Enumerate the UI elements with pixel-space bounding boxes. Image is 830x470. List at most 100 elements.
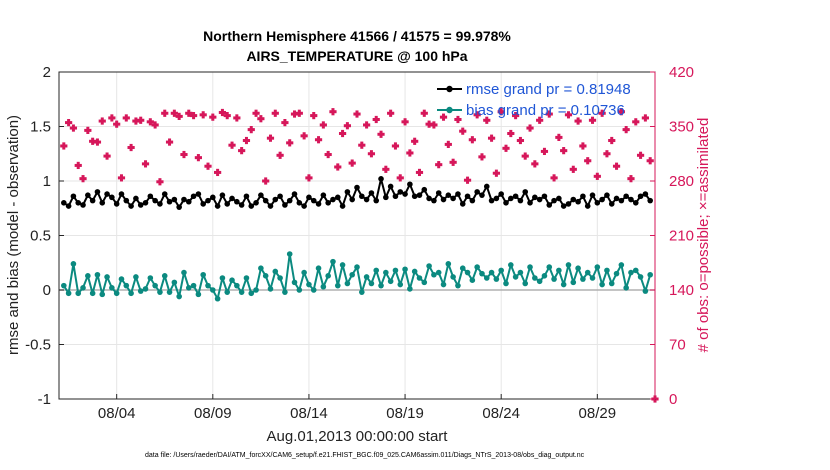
rmse-point: [306, 194, 312, 201]
bias-point: [65, 290, 72, 297]
bias-point: [402, 266, 408, 273]
obs-marker-v: [288, 139, 292, 147]
rmse-point: [469, 197, 476, 204]
obs-marker-v: [624, 126, 628, 134]
bias-point: [339, 262, 346, 268]
rmse-point: [618, 197, 625, 204]
obs-marker: [300, 132, 308, 140]
obs-marker-v: [398, 174, 402, 182]
obs-marker: [252, 109, 260, 117]
obs-marker: [646, 157, 654, 165]
obs-marker-v: [427, 120, 431, 128]
obs-marker-v: [172, 109, 176, 117]
bias-point: [176, 293, 182, 300]
obs-marker-v: [480, 153, 484, 161]
rmse-point: [580, 193, 586, 200]
rmse-point: [157, 201, 163, 207]
rmse-point: [200, 201, 206, 207]
obs-marker-v: [81, 175, 85, 183]
bias-point: [291, 279, 298, 286]
rmse-point: [65, 203, 72, 209]
obs-marker-v: [422, 109, 426, 117]
bias-point: [85, 273, 91, 279]
obs-marker: [569, 165, 577, 173]
obs-marker: [454, 115, 462, 124]
bias-point: [450, 274, 456, 280]
bias-point: [594, 264, 601, 270]
obs-marker-v: [336, 163, 340, 171]
obs-marker: [262, 177, 270, 185]
bias-point: [137, 288, 144, 294]
obs-marker-v: [432, 121, 436, 129]
rmse-point: [123, 197, 130, 204]
obs-marker-v: [360, 141, 364, 149]
obs-marker-v: [442, 113, 446, 121]
obs-marker: [502, 144, 510, 152]
obs-marker-v: [293, 110, 297, 118]
obs-marker-v: [494, 169, 498, 177]
rmse-point: [402, 191, 408, 197]
y-tick-label-right: 140: [669, 282, 694, 299]
obs-marker: [372, 115, 380, 124]
obs-marker-v: [139, 116, 143, 124]
bias-series: [61, 251, 653, 302]
rmse-point: [536, 196, 543, 203]
obs-marker-v: [533, 160, 537, 168]
rmse-line: [63, 177, 652, 209]
bias-point: [623, 285, 629, 291]
bias-point: [89, 290, 96, 297]
obs-marker: [401, 118, 409, 126]
obs-marker-v: [350, 159, 354, 167]
rmse-point: [599, 196, 605, 203]
obs-marker: [199, 111, 207, 119]
bias-point: [613, 270, 620, 277]
bias-point: [642, 288, 649, 294]
obs-marker: [415, 168, 424, 177]
rmse-point: [296, 200, 303, 206]
obs-marker: [377, 130, 385, 138]
obs-marker-v: [95, 138, 99, 146]
obs-marker: [463, 176, 472, 184]
bias-point: [368, 280, 375, 287]
bias-point: [234, 282, 240, 289]
rmse-point: [407, 181, 413, 188]
obs-marker-v: [528, 124, 532, 132]
obs-marker-v: [518, 136, 522, 145]
x-axis-label: Aug.01,2013 00:00:00 start: [267, 428, 449, 445]
obs-marker-v: [148, 118, 152, 126]
obs-marker-v: [586, 157, 590, 165]
obs-marker: [468, 136, 476, 144]
obs-marker: [204, 162, 212, 170]
obs-marker: [276, 151, 284, 159]
obs-marker-v: [235, 114, 239, 122]
rmse-point: [459, 201, 466, 207]
y-tick-label-left: 1: [43, 173, 51, 190]
bias-point: [632, 267, 639, 274]
rmse-point: [118, 191, 125, 197]
rmse-point: [503, 200, 509, 206]
obs-marker-v: [110, 114, 114, 122]
obs-marker: [622, 126, 630, 134]
rmse-point: [219, 192, 226, 198]
obs-marker-v: [144, 160, 148, 168]
rmse-point: [325, 200, 331, 206]
obs-marker: [593, 172, 601, 180]
bias-point: [104, 274, 110, 280]
obs-marker-v: [264, 177, 268, 185]
rmse-point: [363, 196, 370, 203]
rmse-point: [426, 195, 432, 202]
bias-point: [286, 251, 293, 257]
bias-point: [214, 295, 221, 302]
obs-marker: [223, 112, 231, 120]
obs-marker-v: [557, 133, 561, 141]
obs-marker-v: [576, 117, 580, 125]
rmse-point: [147, 193, 154, 200]
obs-marker: [574, 117, 582, 125]
obs-marker: [353, 110, 361, 118]
bias-point: [354, 264, 360, 270]
rmse-point: [613, 195, 620, 202]
obs-marker-v: [220, 108, 224, 117]
y-axis-left-label: rmse and bias (model - observation): [5, 115, 22, 355]
bias-point: [580, 276, 586, 282]
legend-rmse-label: rmse grand pr = 0.81948: [466, 81, 631, 98]
